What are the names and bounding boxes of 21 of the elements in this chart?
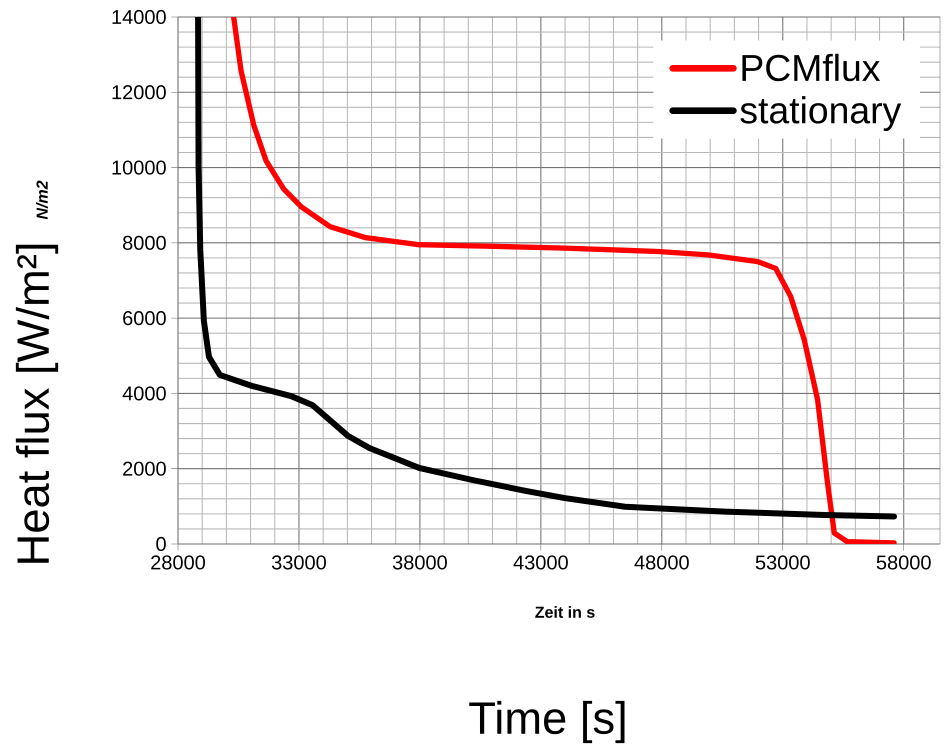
y-tick-label: 12000 <box>112 85 166 100</box>
text: N/m2 <box>36 180 48 220</box>
text: Zeit in s <box>535 606 595 618</box>
x-tick-label: 28000 <box>151 555 206 570</box>
x-tick-label: 33000 <box>272 555 326 570</box>
x-tick-label: 38000 <box>392 555 447 570</box>
x-tick-label: 43000 <box>514 555 568 570</box>
y-tick-label: 2000 <box>123 462 166 476</box>
y-tick-label: 0 <box>156 536 166 552</box>
x-axis-title: Time [s] <box>469 700 624 744</box>
x-tick-label: 48000 <box>634 555 689 570</box>
y-tick-label: 8000 <box>123 236 166 250</box>
legend-label: PCMflux <box>742 54 880 82</box>
x-tick-label: 53000 <box>756 555 810 570</box>
legend-label: stationary <box>740 96 902 131</box>
y-tick-label: 10000 <box>112 160 166 175</box>
y-axis-title: Heat flux [W/m²] <box>16 244 58 563</box>
x-tick-label: 58000 <box>876 555 931 570</box>
y-tick-label: 14000 <box>112 10 166 24</box>
y-tick-label: 4000 <box>122 386 166 400</box>
y-tick-label: 6000 <box>123 311 166 326</box>
